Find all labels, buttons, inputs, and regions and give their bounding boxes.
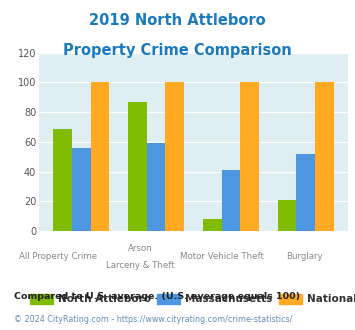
Text: 2019 North Attleboro: 2019 North Attleboro bbox=[89, 13, 266, 28]
Bar bbox=[296, 154, 315, 231]
Bar bbox=[240, 82, 259, 231]
Text: Motor Vehicle Theft: Motor Vehicle Theft bbox=[180, 252, 264, 261]
Bar bbox=[278, 200, 296, 231]
Legend: North Attleboro, Massachusetts, National: North Attleboro, Massachusetts, National bbox=[26, 290, 355, 309]
Bar bbox=[165, 82, 184, 231]
Text: All Property Crime: All Property Crime bbox=[18, 252, 97, 261]
Bar bbox=[91, 82, 109, 231]
Bar bbox=[72, 148, 91, 231]
Text: Larceny & Theft: Larceny & Theft bbox=[106, 261, 174, 270]
Text: Burglary: Burglary bbox=[286, 252, 323, 261]
Bar bbox=[128, 102, 147, 231]
Bar bbox=[53, 128, 72, 231]
Text: © 2024 CityRating.com - https://www.cityrating.com/crime-statistics/: © 2024 CityRating.com - https://www.city… bbox=[14, 315, 293, 324]
Bar bbox=[315, 82, 334, 231]
Text: Arson: Arson bbox=[128, 244, 152, 253]
Bar bbox=[147, 143, 165, 231]
Bar bbox=[222, 170, 240, 231]
Bar bbox=[203, 219, 222, 231]
Text: Property Crime Comparison: Property Crime Comparison bbox=[63, 43, 292, 58]
Text: Compared to U.S. average. (U.S. average equals 100): Compared to U.S. average. (U.S. average … bbox=[14, 292, 300, 301]
